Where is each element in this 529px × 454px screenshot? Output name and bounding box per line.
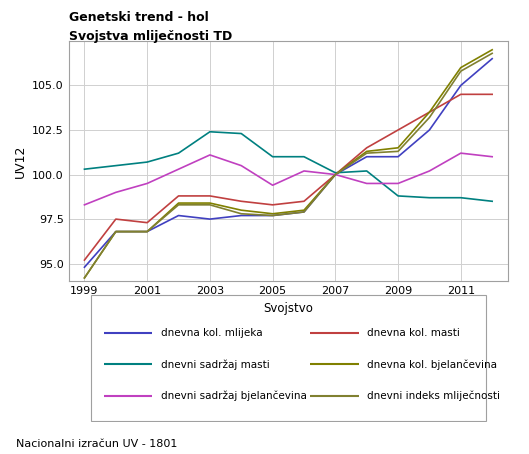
Text: dnevni sadržaj bjelančevina: dnevni sadržaj bjelančevina xyxy=(161,390,307,401)
Text: dnevni indeks mliječnosti: dnevni indeks mliječnosti xyxy=(367,390,500,401)
X-axis label: Godina rođenja: Godina rođenja xyxy=(240,302,336,315)
Text: dnevni sadržaj masti: dnevni sadržaj masti xyxy=(161,359,270,370)
Text: dnevna kol. mlijeka: dnevna kol. mlijeka xyxy=(161,328,262,338)
FancyBboxPatch shape xyxy=(91,295,486,421)
Y-axis label: UV12: UV12 xyxy=(14,144,26,178)
Text: dnevna kol. masti: dnevna kol. masti xyxy=(367,328,460,338)
Text: Svojstva mliječnosti TD: Svojstva mliječnosti TD xyxy=(69,30,232,43)
Text: dnevna kol. bjelančevina: dnevna kol. bjelančevina xyxy=(367,359,497,370)
Text: Genetski trend - hol: Genetski trend - hol xyxy=(69,11,208,25)
Text: Svojstvo: Svojstvo xyxy=(263,302,313,316)
Text: Nacionalni izračun UV - 1801: Nacionalni izračun UV - 1801 xyxy=(16,439,177,449)
